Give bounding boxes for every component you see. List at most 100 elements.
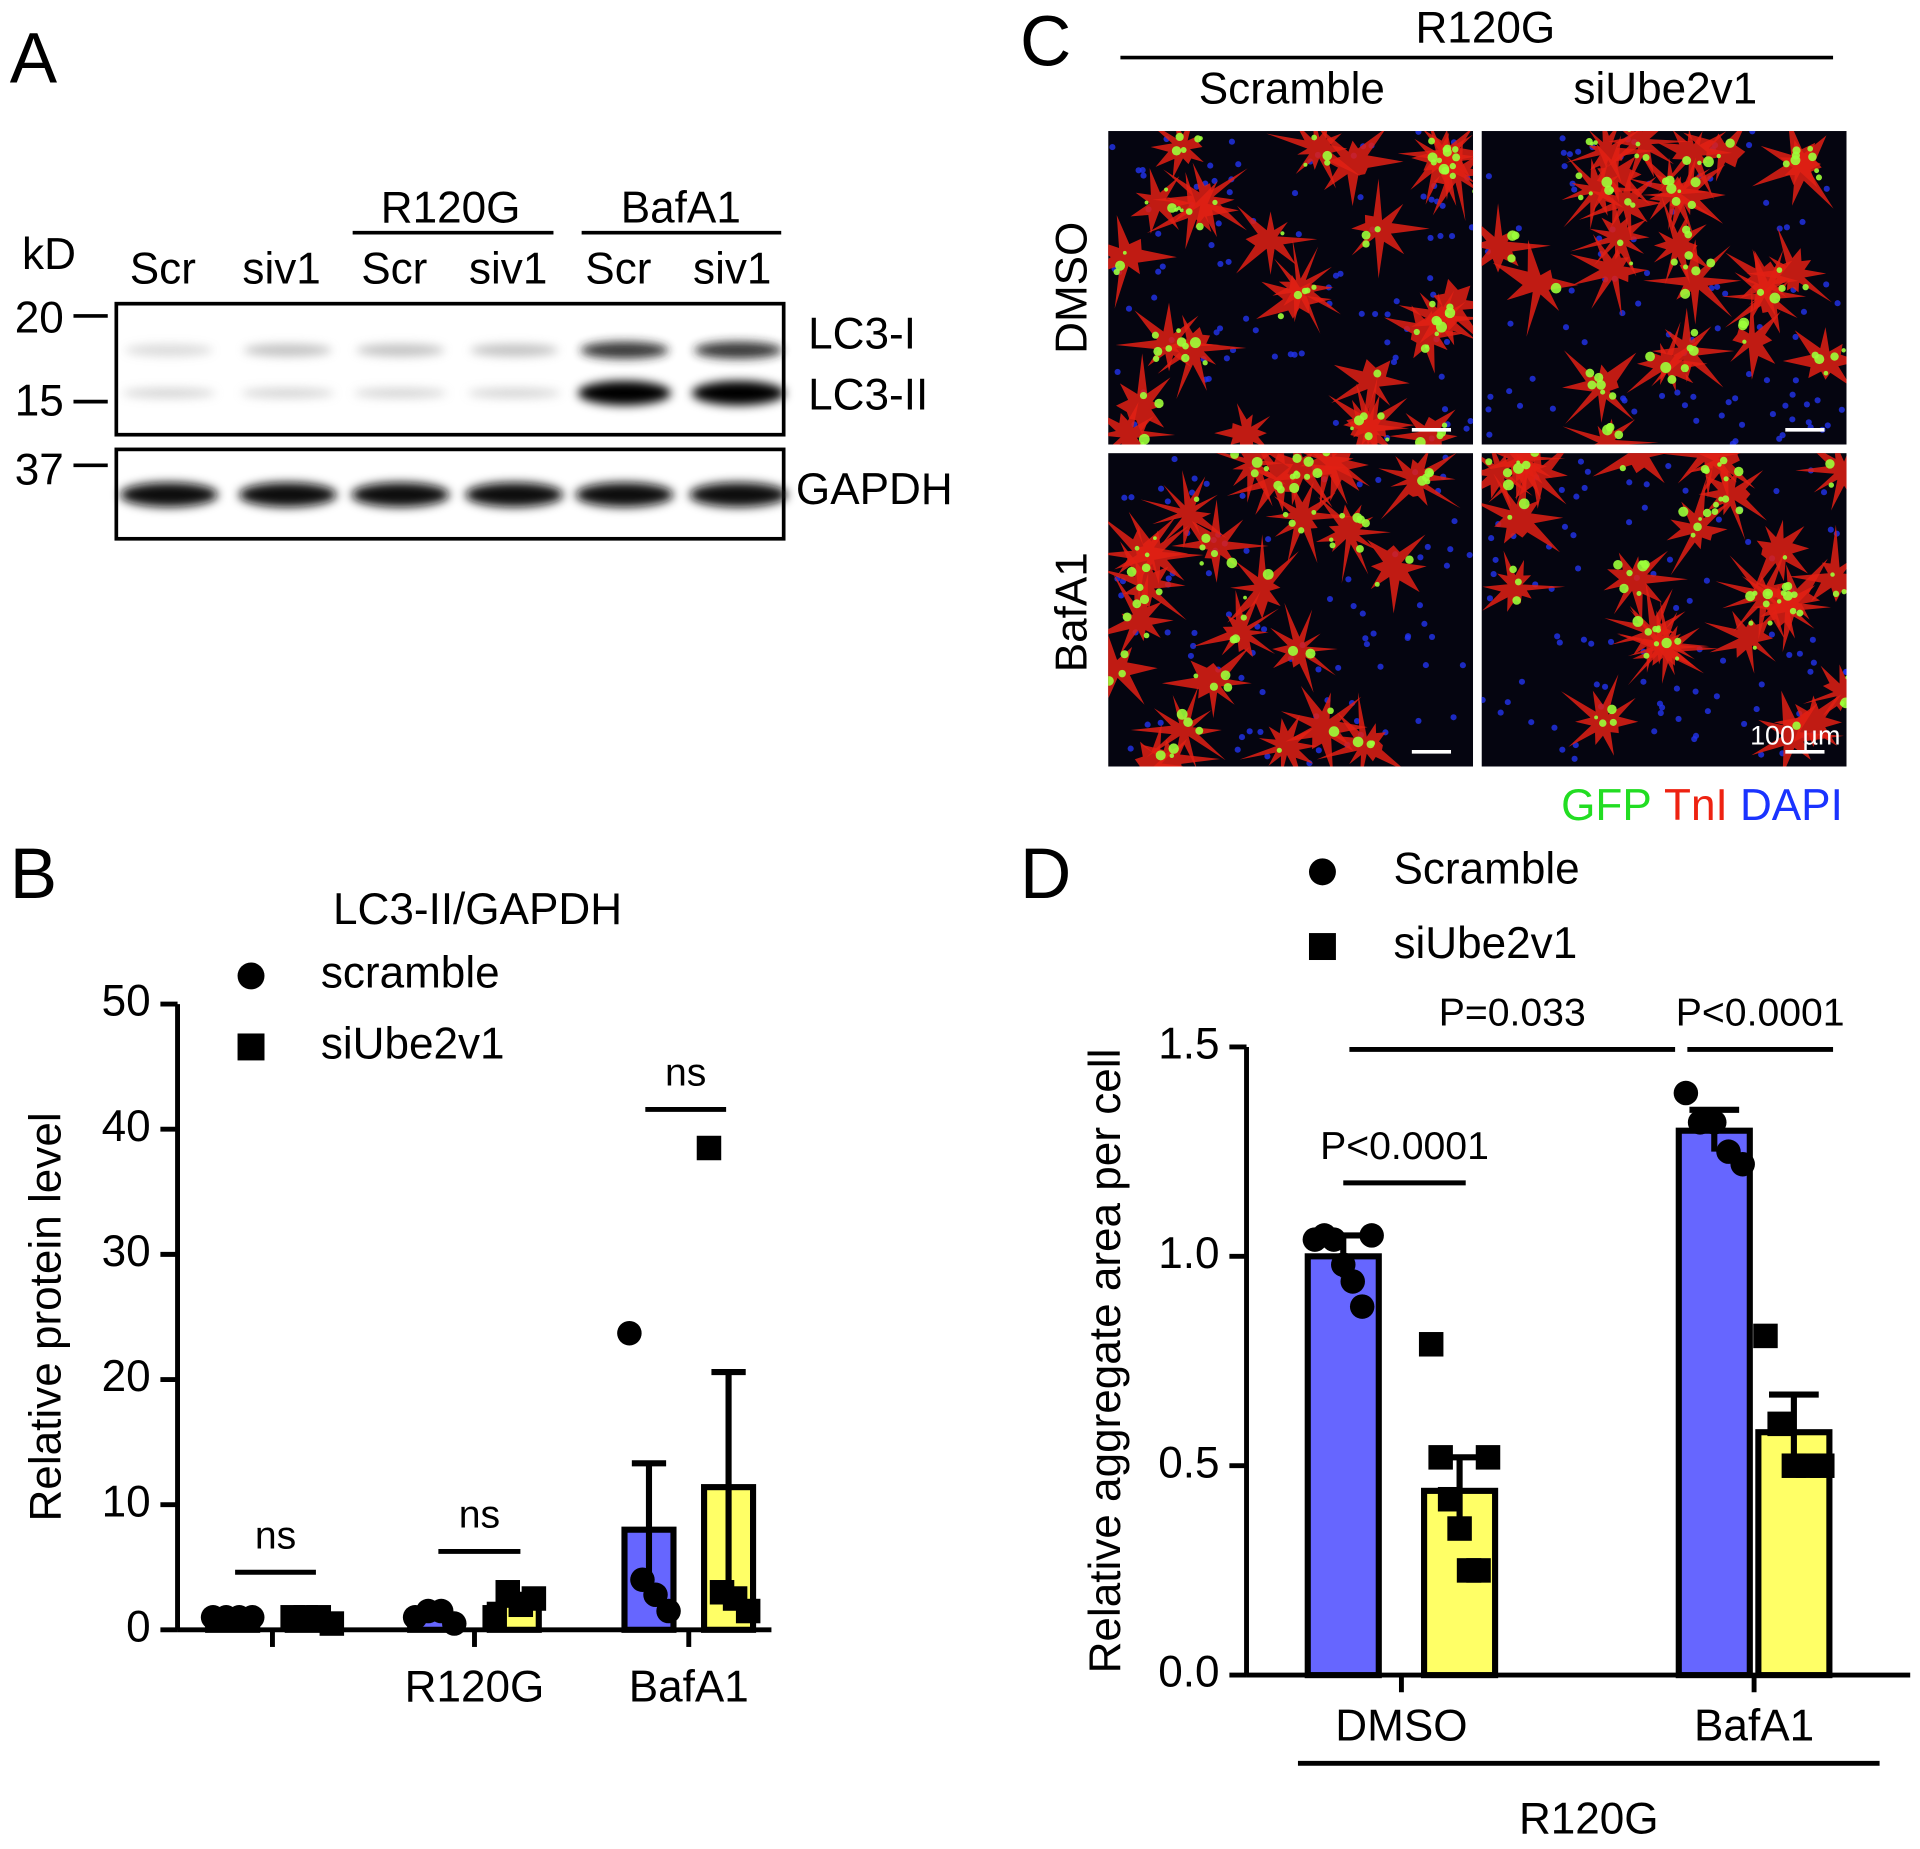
nucleus [1515,225,1522,232]
y-tick-label: 1.5 [1158,1020,1219,1069]
aggregate [1441,166,1450,175]
micrographs [1108,131,1847,781]
aggregate [1619,583,1629,594]
aggregate [1136,583,1144,592]
aggregate [1276,747,1282,753]
nucleus [1356,481,1363,488]
nucleus [1448,233,1456,240]
nucleus [1109,144,1116,151]
aggregate [1661,637,1672,649]
aggregate [1509,565,1517,574]
aggregate [1627,131,1631,132]
point [656,1598,681,1624]
group-label: R120G [381,183,521,232]
cell [1704,610,1776,674]
point [1447,1516,1472,1541]
nucleus [1571,186,1578,193]
point [1321,1227,1347,1252]
aggregate [1144,200,1149,205]
cell [1603,550,1688,624]
blot-box [114,301,786,437]
band [243,344,332,357]
nucleus [1345,576,1352,583]
cell [1266,131,1361,189]
aggregate [1636,590,1642,596]
nucleus [1562,324,1570,331]
nucleus [1140,172,1147,179]
cell [1226,453,1299,515]
nucleus [1487,393,1494,400]
aggregate [1449,162,1456,170]
aggregate [1642,153,1650,162]
lane-label: Scr [585,244,651,293]
nucleus [1427,275,1434,282]
x-tick-label: DMSO [1335,1702,1467,1751]
aggregate [1632,616,1644,627]
nucleus [1315,747,1322,754]
nucleus [1713,693,1720,700]
point [1359,1223,1384,1248]
nucleus [1486,431,1493,438]
nucleus [1799,218,1806,226]
cell [1643,239,1742,325]
aggregate [1660,361,1672,373]
cell [1227,534,1299,623]
aggregate [1671,196,1681,206]
aggregate [1118,669,1126,678]
aggregate [1609,718,1617,726]
aggregate [1373,369,1382,378]
chart: 0 10 20 30 40 50 Relative protein level LC3-II/… [22,885,772,1711]
aggregate [1176,708,1188,720]
scale-bar-label: 100 µm [1750,720,1840,750]
cell [1653,194,1711,285]
nucleus [1715,516,1722,523]
nucleus [1384,311,1391,318]
aggregate [1507,254,1516,263]
aggregate [1292,453,1302,463]
aggregate [1485,458,1493,466]
cell [1482,453,1566,501]
aggregate [1802,283,1809,291]
bar [1675,1127,1753,1679]
nucleus [1834,300,1841,307]
nucleus [1207,162,1214,169]
cell [1802,664,1847,716]
nucleus [1714,325,1721,332]
aggregate [1138,773,1146,781]
aggregate [1452,146,1459,153]
aggregate [1783,581,1793,591]
nucleus [1673,685,1680,692]
cell [1108,541,1187,621]
aggregate [1424,344,1429,349]
aggregate [1115,260,1126,271]
aggregate [1413,328,1420,336]
aggregate [1311,284,1317,290]
nucleus [1556,639,1563,646]
cell [1488,453,1548,503]
panel-label: C [1020,2,1071,81]
aggregate [1202,360,1208,366]
aggregate [1602,424,1613,436]
channel: TnI [1664,781,1728,830]
aggregate [1719,456,1728,465]
nucleus [1451,518,1458,525]
aggregate [1176,206,1181,211]
nucleus [1658,392,1666,399]
aggregate [1183,717,1193,727]
aggregate [1511,231,1520,240]
nucleus [1601,683,1609,690]
nucleus [1155,230,1162,237]
aggregate [1151,331,1159,339]
nucleus [1213,329,1220,336]
aggregate [1670,258,1678,266]
nucleus [1789,416,1796,423]
point [237,962,265,990]
nucleus [1205,375,1212,382]
nucleus [1497,709,1504,716]
aggregate [1550,282,1562,294]
nucleus [1718,412,1725,419]
nucleus [1626,519,1633,526]
nucleus [1128,494,1135,501]
cell [1134,724,1184,767]
aggregate [1226,557,1238,569]
